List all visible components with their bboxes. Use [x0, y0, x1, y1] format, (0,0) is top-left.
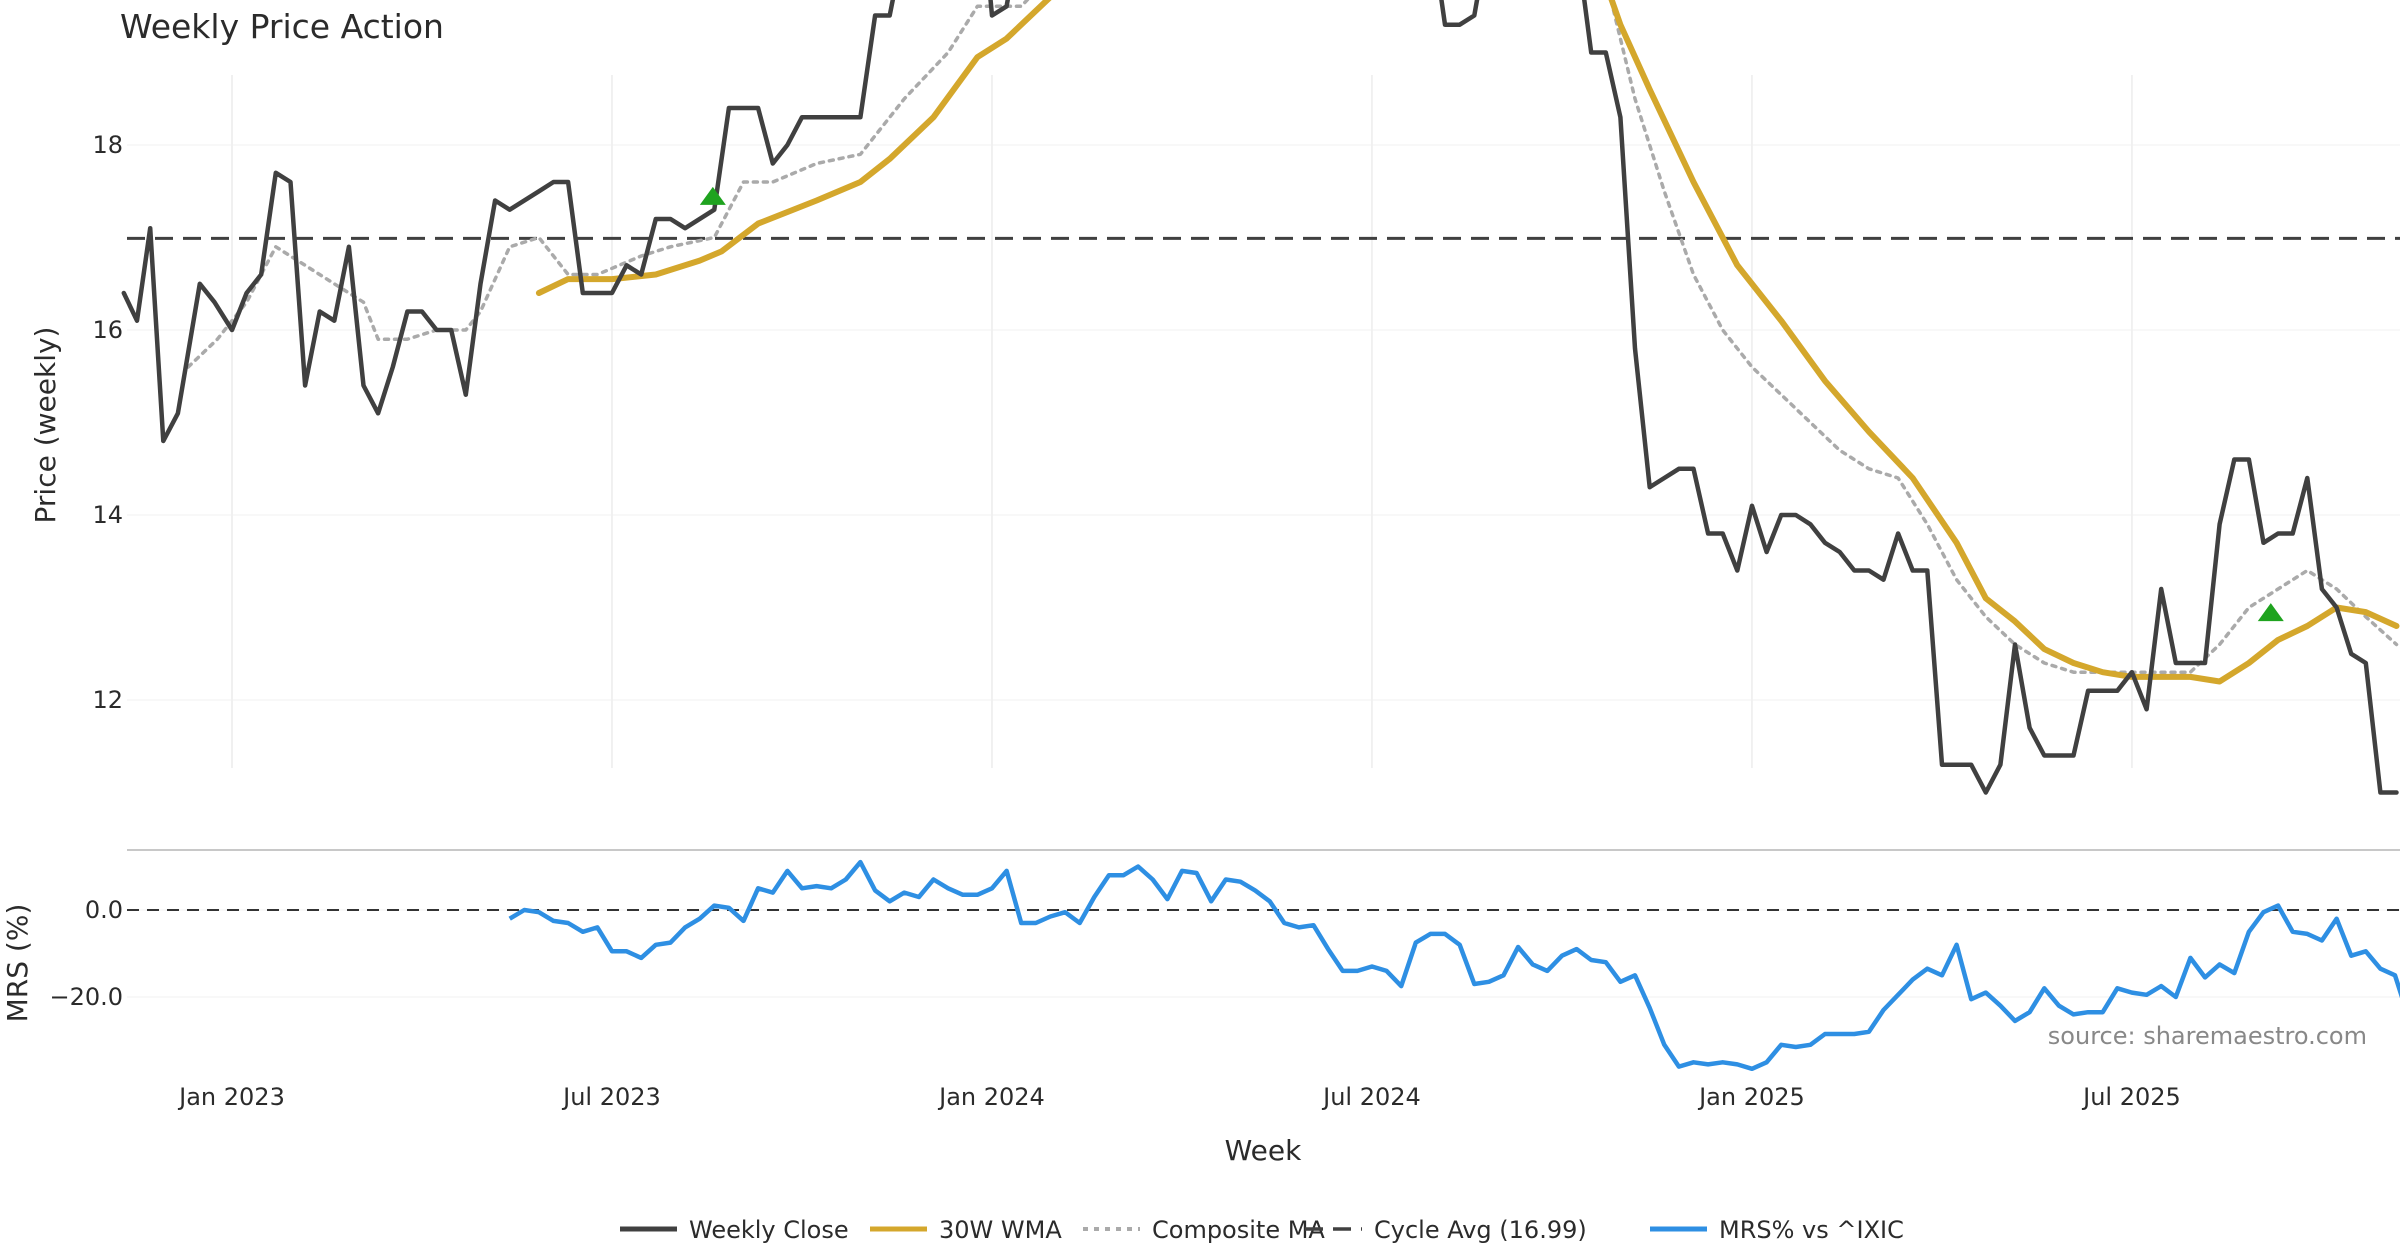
legend-label: MRS% vs ^IXIC	[1719, 1216, 1904, 1244]
mrs-y-tick-label: 0.0	[85, 896, 123, 924]
legend-item-weekly-close: Weekly Close	[620, 1216, 849, 1244]
legend-item-mrs-vs-ixic: MRS% vs ^IXIC	[1650, 1216, 1904, 1244]
series-30w-wma-line	[535, 0, 2400, 685]
series-weekly-close-line	[121, 0, 2399, 795]
legend-label: 30W WMA	[939, 1216, 1062, 1244]
price-series	[121, 0, 2400, 795]
price-y-tick-label: 14	[92, 501, 123, 529]
legend-item-30w-wma: 30W WMA	[870, 1216, 1062, 1244]
source-note: source: sharemaestro.com	[2048, 1022, 2367, 1050]
signal-markers	[699, 186, 2284, 622]
x-axis-label: Week	[1225, 1134, 1302, 1167]
legend-label: Cycle Avg (16.99)	[1374, 1216, 1587, 1244]
legend-label: Composite MA	[1152, 1216, 1325, 1244]
mrs-y-tick-labels: 0.0 −20.0	[49, 896, 123, 1011]
legend-item-cycle-avg-16-99: Cycle Avg (16.99)	[1305, 1216, 1587, 1244]
buy-signal-marker	[699, 186, 726, 205]
x-tick-labels: Jan 2023 Jul 2023 Jan 2024 Jul 2024 Jan 2025…	[177, 1083, 2181, 1111]
price-y-tick-label: 18	[92, 131, 123, 159]
mrs-y-axis-label: MRS (%)	[1, 904, 34, 1023]
series-mrs-vs-ixic-line	[508, 859, 2400, 1072]
legend-item-composite-ma: Composite MA	[1083, 1216, 1325, 1244]
legend: Weekly Close 30W WMA Composite MA Cycle Avg…	[620, 1216, 1904, 1244]
price-y-tick-labels: 12141618202224	[92, 131, 123, 714]
x-tick-label: Jul 2024	[1321, 1083, 1421, 1111]
price-y-tick-label: 16	[92, 316, 123, 344]
price-gridlines	[127, 75, 2400, 768]
x-tick-label: Jan 2024	[937, 1083, 1045, 1111]
buy-signal-marker	[2257, 603, 2284, 622]
mrs-series	[508, 859, 2400, 1072]
x-tick-label: Jan 2025	[1697, 1083, 1805, 1111]
price-y-tick-label: 12	[92, 686, 123, 714]
x-tick-label: Jan 2023	[177, 1083, 285, 1111]
mrs-y-tick-label: −20.0	[49, 983, 123, 1011]
price-y-axis-label: Price (weekly)	[29, 327, 62, 524]
x-tick-label: Jul 2025	[2081, 1083, 2181, 1111]
chart-title: Weekly Price Action	[120, 7, 444, 46]
legend-label: Weekly Close	[689, 1216, 849, 1244]
x-tick-label: Jul 2023	[561, 1083, 661, 1111]
mrs-gridlines	[127, 909, 2400, 998]
series-composite-ma-line	[186, 0, 2399, 674]
